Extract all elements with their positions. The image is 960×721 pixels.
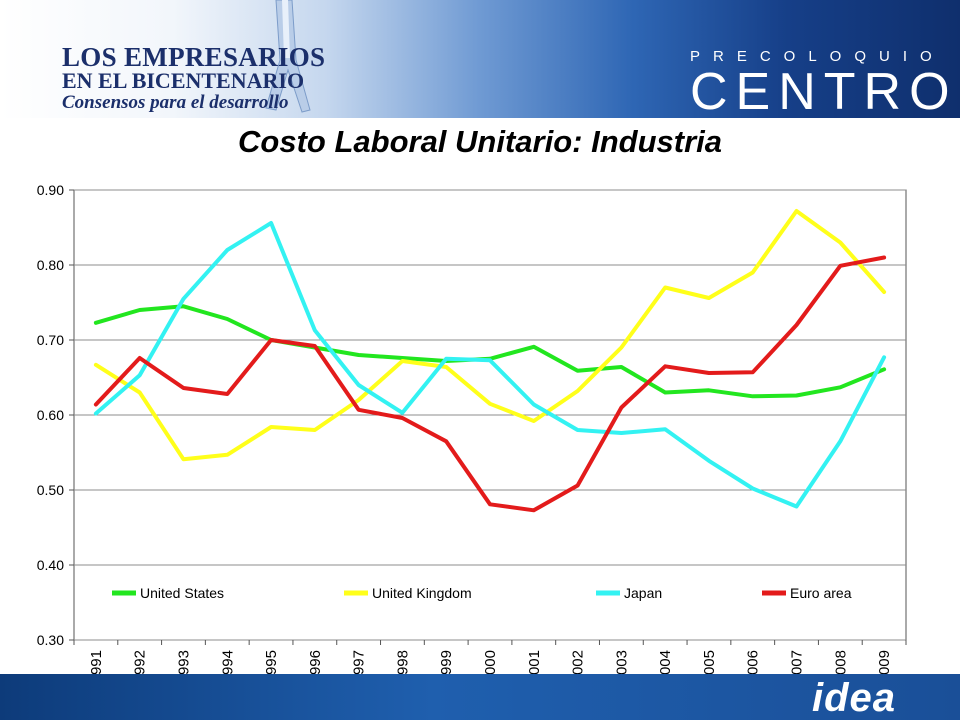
y-tick-label: 0.90: [37, 182, 64, 198]
event-title: CENTRO: [690, 63, 958, 118]
legend-label: United Kingdom: [372, 585, 472, 601]
y-tick-label: 0.80: [37, 257, 64, 273]
header-banner: LOS EMPRESARIOS EN EL BICENTENARIO Conse…: [0, 0, 960, 118]
event-logo: PRECOLOQUIO CENTRO: [690, 48, 958, 118]
legend-label: United States: [140, 585, 224, 601]
organization-name-line1: LOS EMPRESARIOS: [62, 42, 326, 72]
organization-name-line2: EN EL BICENTENARIO: [62, 68, 305, 93]
ribbon-logo-icon: [265, 0, 311, 113]
chart-title: Costo Laboral Unitario: Industria: [238, 124, 722, 159]
y-tick-label: 0.70: [37, 332, 64, 348]
footer-bar: idea: [0, 674, 960, 720]
series-line-euro-area: [93, 255, 887, 513]
organization-tagline: Consensos para el desarrollo: [62, 92, 289, 113]
series-line-japan: [93, 221, 887, 509]
y-tick-label: 0.60: [37, 407, 64, 423]
series-line-united-kingdom: [93, 209, 887, 462]
y-tick-label: 0.50: [37, 482, 64, 498]
organization-logo: LOS EMPRESARIOS EN EL BICENTENARIO Conse…: [62, 44, 325, 114]
y-tick-label: 0.30: [37, 632, 64, 648]
y-tick-label: 0.40: [37, 557, 64, 573]
legend-label: Euro area: [790, 585, 852, 601]
legend-label: Japan: [624, 585, 662, 601]
event-subtitle: PRECOLOQUIO: [690, 48, 945, 65]
footer-logo: idea: [811, 676, 896, 720]
